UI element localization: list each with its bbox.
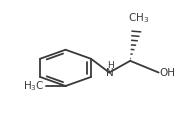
Text: OH: OH <box>160 68 176 78</box>
Text: H$_3$C: H$_3$C <box>23 79 45 93</box>
Text: CH$_3$: CH$_3$ <box>128 11 149 25</box>
Text: N: N <box>106 68 114 78</box>
Text: H: H <box>107 61 114 70</box>
